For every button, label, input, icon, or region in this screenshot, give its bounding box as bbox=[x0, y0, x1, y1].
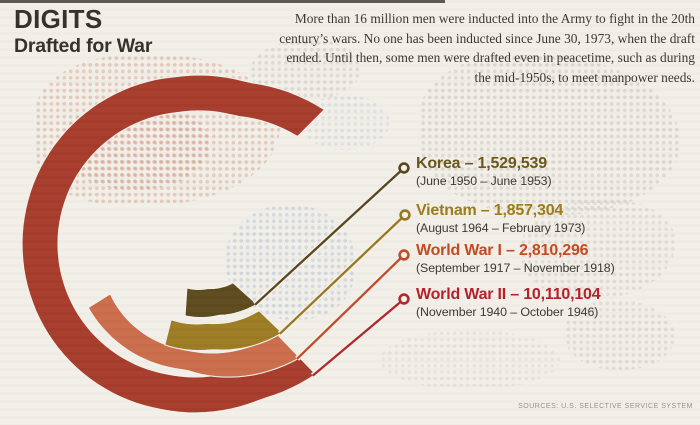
label-bullet-ring bbox=[398, 249, 410, 261]
arc-band-korea bbox=[184, 282, 258, 319]
label-bullet-ring bbox=[398, 293, 410, 305]
war-label-row: World War II – 10,110,104 (November 1940 … bbox=[416, 286, 676, 320]
war-name-and-count: Vietnam – 1,857,304 bbox=[416, 202, 564, 219]
section-kicker: DIGITS bbox=[14, 4, 103, 34]
top-border-line bbox=[0, 0, 445, 3]
leader-line bbox=[312, 298, 405, 377]
page-title: Drafted for War bbox=[14, 35, 153, 58]
war-label-row: Vietnam – 1,857,304 (August 1964 – Februa… bbox=[416, 202, 676, 236]
war-name-and-count: Korea – 1,529,539 bbox=[416, 155, 547, 172]
label-bullet-ring bbox=[398, 162, 410, 174]
arc-band-vietnam bbox=[164, 310, 284, 352]
war-date-range: (September 1917 – November 1918) bbox=[416, 261, 615, 275]
war-label-row: Korea – 1,529,539 (June 1950 – June 1953) bbox=[416, 155, 676, 189]
intro-paragraph: More than 16 million men were inducted i… bbox=[279, 11, 695, 85]
source-note: SOURCES: U.S. SELECTIVE SERVICE SYSTEM bbox=[518, 403, 693, 410]
leader-line bbox=[296, 254, 405, 360]
war-date-range: (November 1940 – October 1946) bbox=[416, 305, 599, 319]
war-name-and-count: World War II – 10,110,104 bbox=[416, 286, 601, 303]
leader-line bbox=[254, 167, 405, 306]
war-label-row: World War I – 2,810,296 (September 1917 –… bbox=[416, 242, 676, 276]
war-name-and-count: World War I – 2,810,296 bbox=[416, 242, 589, 259]
war-date-range: (June 1950 – June 1953) bbox=[416, 174, 552, 188]
header: DIGITS Drafted for War bbox=[14, 4, 153, 58]
leader-line bbox=[279, 214, 406, 335]
war-date-range: (August 1964 – February 1973) bbox=[416, 221, 586, 235]
label-bullet-ring bbox=[399, 209, 411, 221]
